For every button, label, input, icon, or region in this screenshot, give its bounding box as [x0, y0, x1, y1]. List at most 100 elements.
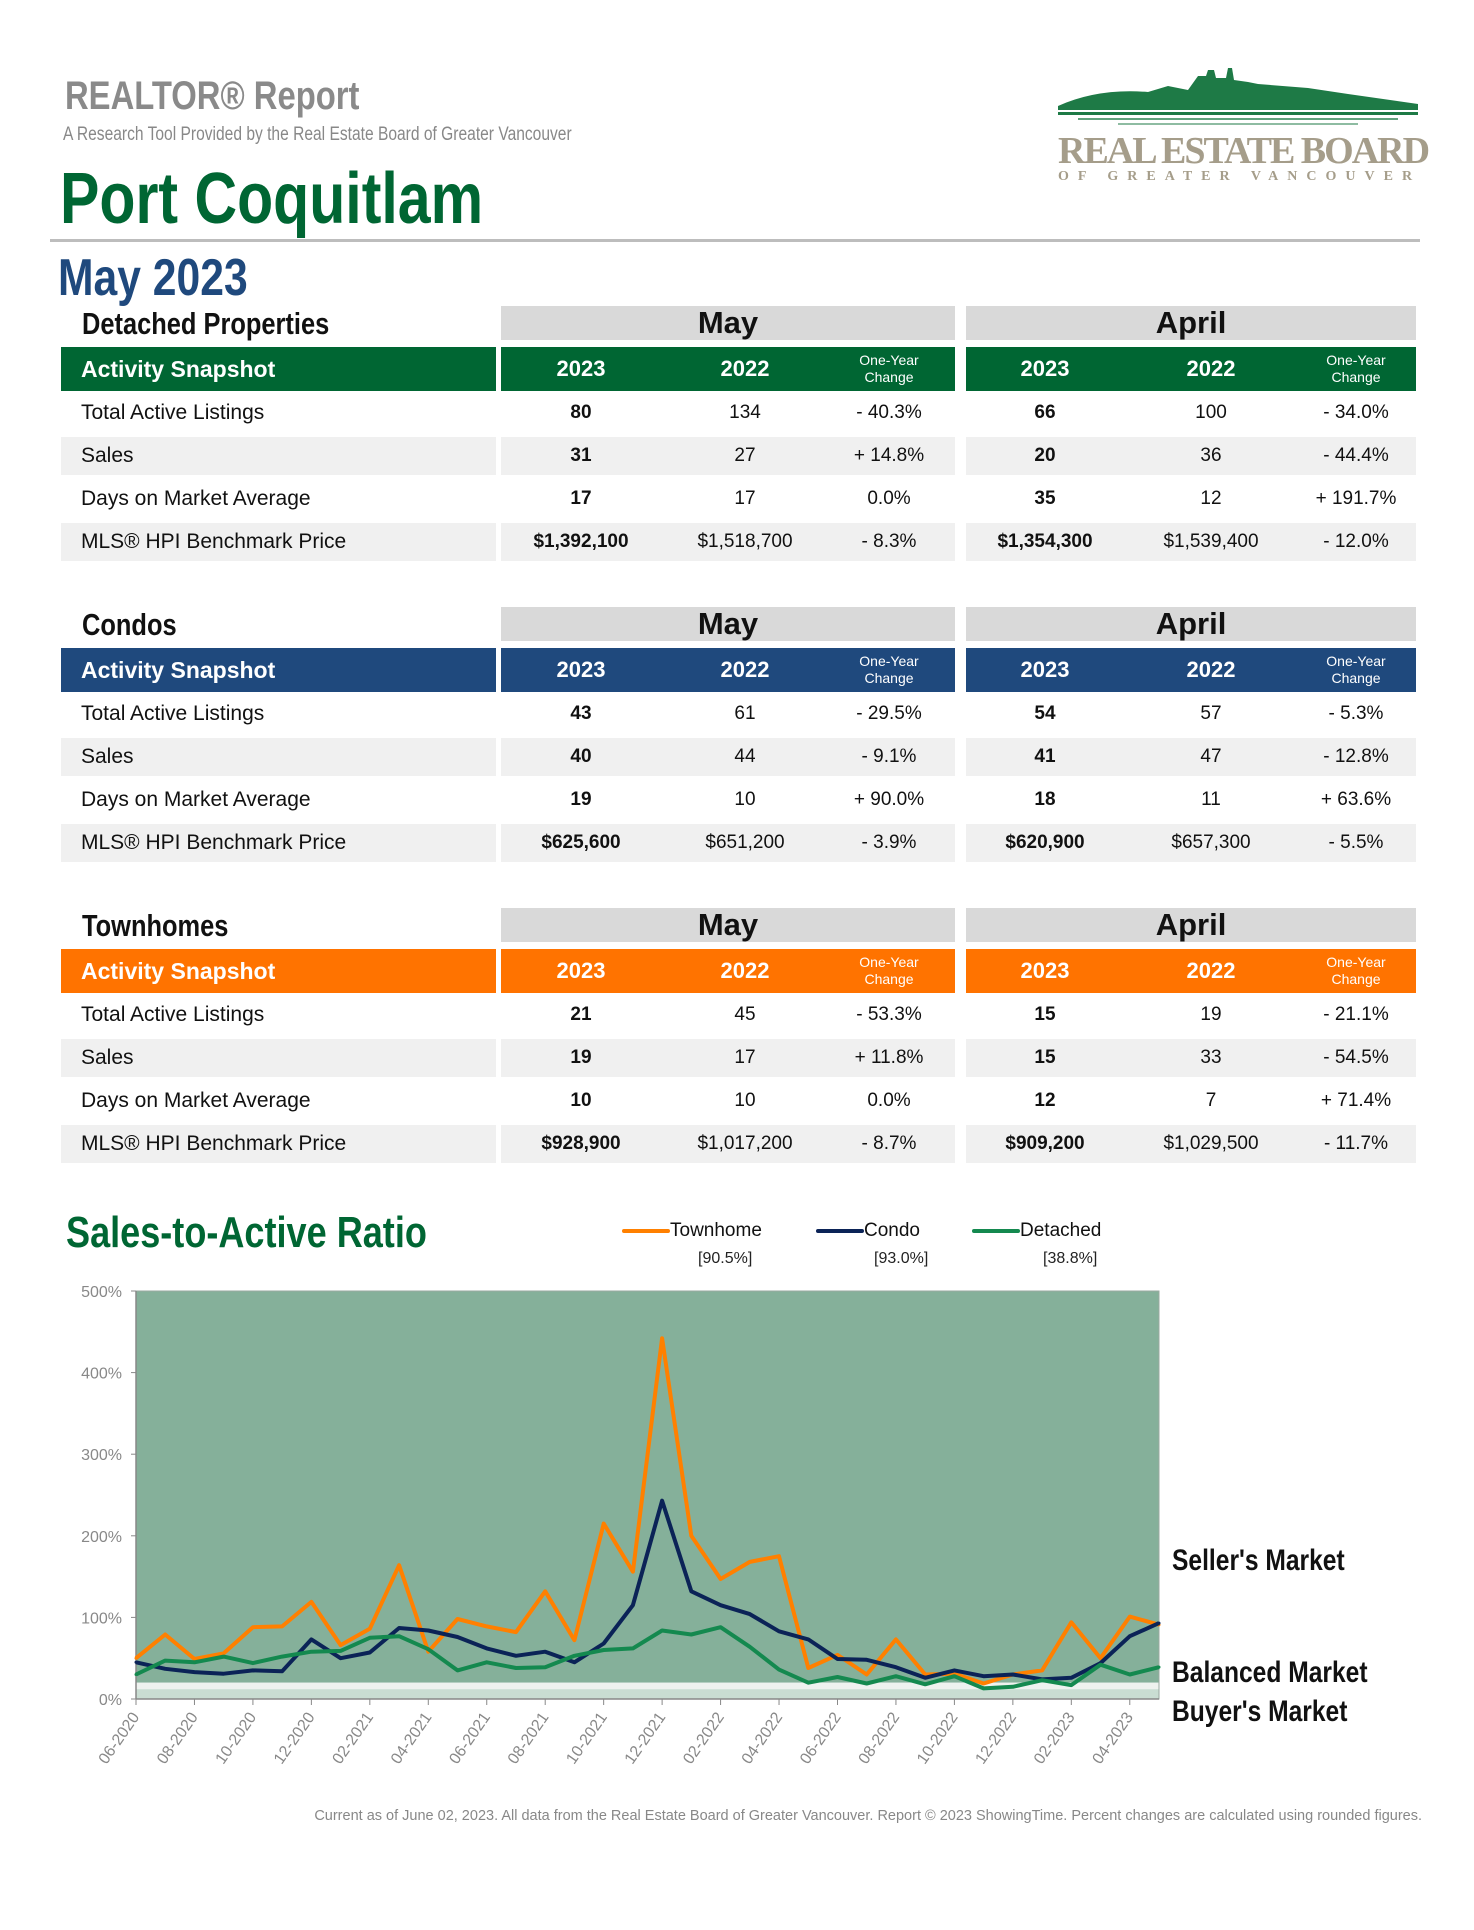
data-point-townhome	[777, 1554, 781, 1558]
value-2023: $1,354,300	[997, 531, 1093, 552]
change-line2: Change	[864, 971, 914, 987]
value-2023: 43	[570, 703, 592, 724]
data-point-condo	[982, 1674, 986, 1678]
y-tick-label: 300%	[81, 1447, 122, 1464]
value-2022: $1,539,400	[1163, 531, 1259, 552]
year-prior-header: 2022	[1186, 657, 1236, 682]
year-header-group: 2023 2022 One-Year Change	[501, 949, 955, 993]
row-label: Days on Market Average	[81, 1089, 311, 1112]
data-point-detached	[134, 1673, 138, 1677]
year-current-header: 2023	[556, 657, 606, 682]
change-line1: One-Year	[1326, 352, 1386, 368]
data-point-townhome	[543, 1589, 547, 1593]
data-point-detached	[163, 1659, 167, 1663]
month-header: May	[501, 607, 955, 641]
row-label: MLS® HPI Benchmark Price	[81, 530, 347, 553]
data-point-townhome	[485, 1624, 489, 1628]
legend-swatch	[816, 1228, 864, 1233]
table-row-april: $620,900 $657,300 - 5.5%	[966, 824, 1416, 862]
table-row-label-cell: Days on Market Average	[61, 1082, 496, 1120]
table-row-may: 19 17 + 11.8%	[501, 1039, 955, 1077]
data-point-condo	[894, 1665, 898, 1669]
x-tick-label: 08-2021	[505, 1709, 553, 1767]
data-point-townhome	[631, 1570, 635, 1574]
table-row-april: 35 12 + 191.7%	[966, 480, 1416, 518]
table-row-label-cell: MLS® HPI Benchmark Price	[61, 824, 496, 862]
legend-label: Detached	[1020, 1220, 1102, 1241]
year-prior-header: 2022	[720, 356, 770, 381]
data-point-detached	[689, 1633, 693, 1637]
x-tick-label: 10-2020	[213, 1709, 261, 1767]
data-point-townhome	[1099, 1656, 1103, 1660]
data-point-townhome	[923, 1673, 927, 1677]
one-year-change: - 5.5%	[1328, 832, 1384, 853]
data-point-townhome	[134, 1656, 138, 1660]
data-point-condo	[251, 1668, 255, 1672]
legend-value-detached: [38.8%]	[1043, 1250, 1098, 1267]
value-2022: 57	[1200, 703, 1222, 724]
table-row-may: 43 61 - 29.5%	[501, 695, 955, 733]
data-point-condo	[543, 1650, 547, 1654]
value-2023: 35	[1034, 488, 1056, 509]
value-2022: $657,300	[1171, 832, 1251, 853]
x-tick-label: 04-2022	[739, 1709, 787, 1767]
value-2023: 17	[570, 488, 592, 509]
change-line2: Change	[1331, 369, 1381, 385]
legend-townhome: Townhome	[622, 1220, 762, 1242]
data-point-condo	[1128, 1634, 1132, 1638]
table-row-may: 31 27 + 14.8%	[501, 437, 955, 475]
table-row-april: 41 47 - 12.8%	[966, 738, 1416, 776]
data-point-condo	[309, 1637, 313, 1641]
table-row-label-cell: Total Active Listings	[61, 695, 496, 733]
row-label: Days on Market Average	[81, 487, 311, 510]
table-row-april: 18 11 + 63.6%	[966, 781, 1416, 819]
data-point-townhome	[865, 1673, 869, 1677]
table-row-april: $1,354,300 $1,539,400 - 12.0%	[966, 523, 1416, 561]
x-tick-label: 12-2020	[271, 1709, 319, 1767]
one-year-change: - 40.3%	[856, 402, 922, 423]
x-tick-label: 02-2023	[1031, 1709, 1079, 1767]
value-2022: 10	[734, 789, 756, 810]
series-line-detached	[135, 1625, 1160, 1691]
data-point-detached	[660, 1628, 664, 1632]
data-point-detached	[339, 1649, 343, 1653]
data-point-condo	[835, 1657, 839, 1661]
one-year-change: - 54.5%	[1323, 1047, 1389, 1068]
snapshot-header: Activity Snapshot	[61, 949, 496, 993]
year-header-group: 2023 2022 One-Year Change	[501, 347, 955, 391]
value-2023: 40	[570, 746, 592, 767]
one-year-change-header: One-Year Change	[829, 653, 949, 687]
x-tick-label: 12-2021	[622, 1709, 670, 1767]
one-year-change: - 8.3%	[861, 531, 917, 552]
one-year-change: + 11.8%	[854, 1047, 924, 1068]
value-2023: 19	[570, 1047, 592, 1068]
value-2023: 15	[1034, 1004, 1056, 1025]
data-point-townhome	[835, 1653, 839, 1657]
sellers-market-label: Seller's Market	[1172, 1544, 1345, 1577]
one-year-change: + 14.8%	[853, 445, 925, 466]
logo-subtext: OF GREATER VANCOUVER	[1058, 169, 1422, 184]
one-year-change: - 11.7%	[1323, 1133, 1389, 1154]
data-point-detached	[543, 1665, 547, 1669]
value-2022: 134	[729, 402, 761, 423]
skyline-logo-icon	[1058, 68, 1418, 125]
value-2022: 100	[1195, 402, 1227, 423]
data-point-condo	[222, 1672, 226, 1676]
table-row-label-cell: Sales	[61, 738, 496, 776]
change-line1: One-Year	[1326, 653, 1386, 669]
data-point-condo	[134, 1660, 138, 1664]
year-current-header: 2023	[1020, 657, 1070, 682]
data-point-detached	[1011, 1685, 1015, 1689]
table-row-label-cell: Sales	[61, 437, 496, 475]
one-year-change: - 29.5%	[856, 703, 922, 724]
value-2022: 11	[1201, 789, 1221, 810]
data-point-condo	[719, 1603, 723, 1607]
y-tick-label: 100%	[81, 1610, 122, 1627]
change-line1: One-Year	[1326, 954, 1386, 970]
x-tick-label: 08-2020	[154, 1709, 202, 1767]
one-year-change: - 12.8%	[1323, 746, 1389, 767]
table-row-label-cell: Total Active Listings	[61, 996, 496, 1034]
data-point-detached	[368, 1636, 372, 1640]
balanced-market-label: Balanced Market	[1172, 1656, 1368, 1689]
